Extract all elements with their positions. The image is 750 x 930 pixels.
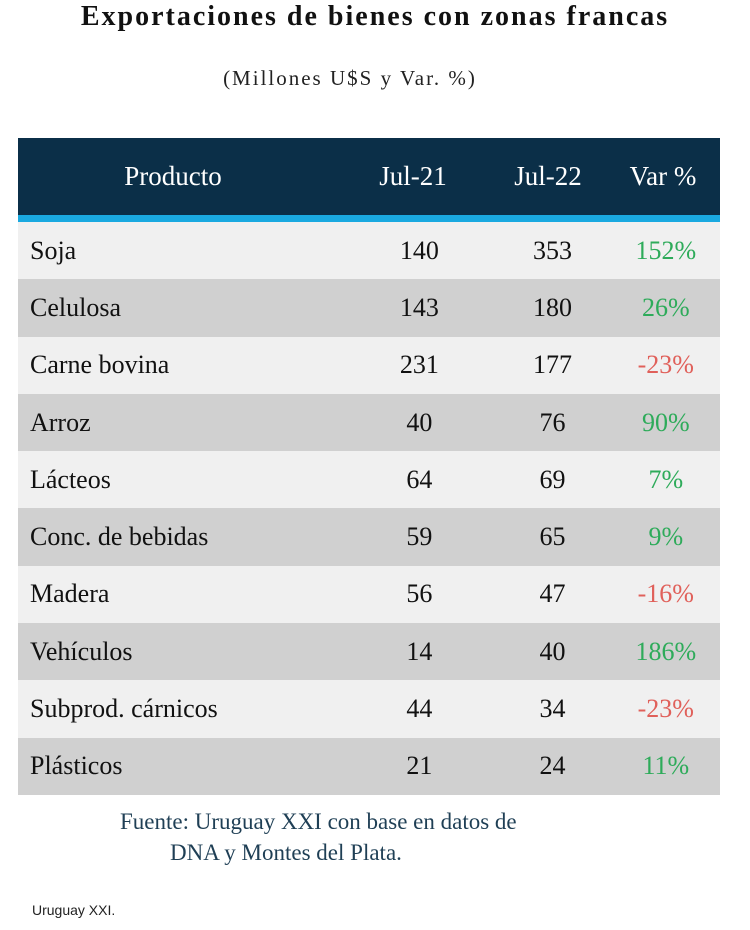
cell-jul22: 69 — [539, 464, 566, 494]
source-line-1: Fuente: Uruguay XXI con base en datos de — [120, 809, 517, 834]
cell-producto: Carne bovina — [30, 350, 170, 380]
table-row: Arroz 40 76 90% — [18, 393, 720, 452]
cell-jul21: 64 — [406, 464, 433, 494]
table-row: Celulosa 143 180 26% — [18, 279, 720, 337]
header-var: Var % — [629, 161, 697, 191]
header-jul22: Jul-22 — [514, 161, 582, 191]
image-credit: Uruguay XXI. — [32, 902, 116, 918]
cell-jul22: 180 — [532, 292, 572, 322]
table-row: Conc. de bebidas 59 65 9% — [18, 508, 720, 566]
cell-jul21: 14 — [406, 636, 433, 666]
cell-var: 26% — [641, 292, 690, 322]
cell-var: 90% — [641, 407, 690, 437]
cell-jul21: 44 — [406, 694, 433, 724]
cell-jul22: 24 — [539, 751, 566, 781]
table-body: Soja 140 353 152% Celulosa 143 180 26% Carne bov… — [18, 222, 720, 795]
cell-var: -23% — [637, 694, 694, 724]
cell-jul21: 143 — [399, 292, 439, 322]
cell-producto: Vehículos — [30, 636, 133, 666]
cell-jul21: 231 — [399, 350, 439, 380]
header-producto: Producto — [124, 161, 222, 191]
cell-jul21: 40 — [406, 407, 433, 437]
cell-jul22: 177 — [532, 350, 572, 380]
cell-producto: Madera — [30, 579, 110, 609]
table-row: Vehículos 14 40 186% — [18, 623, 720, 681]
cell-jul22: 47 — [539, 579, 566, 609]
cell-jul22: 65 — [539, 522, 566, 552]
cell-jul21: 56 — [406, 579, 433, 609]
cell-var: 152% — [635, 235, 697, 265]
cell-jul22: 40 — [539, 636, 566, 666]
cell-jul22: 353 — [532, 235, 572, 265]
source-line-2: DNA y Montes del Plata. — [170, 840, 402, 865]
table-row: Carne bovina 231 177 -23% — [18, 336, 720, 394]
cell-var: 7% — [648, 464, 684, 494]
cell-var: 11% — [642, 751, 690, 781]
cell-producto: Lácteos — [30, 464, 111, 494]
cell-jul21: 140 — [399, 235, 439, 265]
cell-producto: Soja — [30, 235, 77, 265]
cell-var: -23% — [637, 350, 694, 380]
table-row: Lácteos 64 69 7% — [18, 451, 720, 509]
exports-table: Producto Jul-21 Jul-22 Var % Soja 140 353 1… — [18, 138, 720, 795]
source-note: Fuente: Uruguay XXI con base en datos de… — [120, 806, 620, 868]
cell-jul22: 76 — [539, 407, 566, 437]
page-subtitle: (Millones U$S y Var. %) — [223, 66, 477, 90]
page-title: Exportaciones de bienes con zonas franca… — [80, 1, 670, 32]
table-row: Madera 56 47 -16% — [18, 565, 720, 624]
cell-producto: Conc. de bebidas — [30, 522, 209, 552]
cell-producto: Plásticos — [30, 751, 123, 781]
table-row: Plásticos 21 24 11% — [18, 737, 720, 795]
cell-producto: Arroz — [30, 407, 91, 437]
cell-var: 9% — [648, 522, 684, 552]
cell-var: 186% — [635, 636, 697, 666]
cell-jul21: 21 — [406, 751, 433, 781]
table-row: Soja 140 353 152% — [18, 222, 720, 280]
cell-producto: Subprod. cárnicos — [30, 694, 218, 724]
cell-jul22: 34 — [539, 694, 566, 724]
cell-producto: Celulosa — [30, 292, 121, 322]
header-jul21: Jul-21 — [379, 161, 447, 191]
cell-jul21: 59 — [406, 522, 433, 552]
table-header: Producto Jul-21 Jul-22 Var % — [18, 138, 720, 222]
table-row: Subprod. cárnicos 44 34 -23% — [18, 680, 720, 738]
cell-var: -16% — [637, 579, 694, 609]
